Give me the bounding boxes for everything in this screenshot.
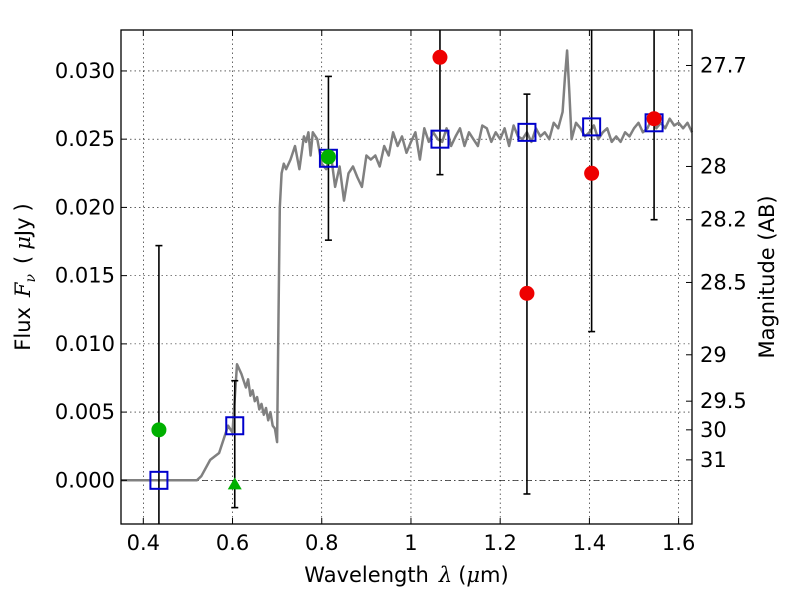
y-tick-label: 0.010 [55, 332, 115, 356]
plot-frame [120, 29, 693, 525]
optical-detection-point [320, 149, 336, 165]
magnitude-tick-label: 30 [700, 418, 727, 442]
nir-detection-point [519, 285, 535, 301]
y-tick-label: 0.015 [55, 264, 115, 288]
x-tick-label: 1.6 [662, 531, 695, 555]
optical-upper-limit-triangle [227, 477, 242, 490]
x-tick-label: 0.8 [305, 531, 338, 555]
y-axis-title: FluxFν(μJy) [11, 203, 39, 350]
y-tick-label: 0.005 [55, 400, 115, 424]
model-photometry-square [149, 470, 169, 490]
magnitude-tick-label: 28.2 [700, 208, 747, 232]
magnitude-tick-label: 29 [700, 343, 727, 367]
nir-detection-point [584, 165, 600, 181]
nir-detection-point [432, 49, 448, 65]
model-photometry-square [430, 129, 450, 149]
x-tick-label: 1.2 [483, 531, 516, 555]
optical-detection-point [151, 422, 167, 438]
magnitude-tick-label: 31 [700, 448, 727, 472]
y-tick-label: 0.025 [55, 127, 115, 151]
magnitude-tick-label: 28 [700, 154, 727, 178]
x-tick-label: 1 [404, 531, 417, 555]
model-photometry-square [225, 416, 245, 436]
x-tick-label: 0.6 [216, 531, 249, 555]
error-bars [155, 30, 658, 524]
model-photometry-square [517, 122, 537, 142]
data-markers [149, 49, 664, 490]
axis-ticks: 0.4 0.6 0.8 1 1.2 1.4 1.6 0.000 0.005 0.010 0.015 0… [55, 30, 747, 555]
nir-detection-point [646, 111, 662, 127]
magnitude-tick-label: 27.7 [700, 53, 747, 77]
magnitude-tick-label: 28.5 [700, 270, 747, 294]
x-axis-title: Wavelength λ (μm) [304, 563, 508, 587]
magnitude-tick-label: 29.5 [700, 389, 747, 413]
x-tick-label: 0.4 [127, 531, 160, 555]
y-tick-label: 0.020 [55, 195, 115, 219]
model-photometry-square [582, 117, 602, 137]
y-tick-label: 0.000 [55, 468, 115, 492]
right-axis-title: Magnitude (AB) [755, 195, 779, 358]
x-tick-label: 1.4 [573, 531, 606, 555]
y-tick-label: 0.030 [55, 59, 115, 83]
